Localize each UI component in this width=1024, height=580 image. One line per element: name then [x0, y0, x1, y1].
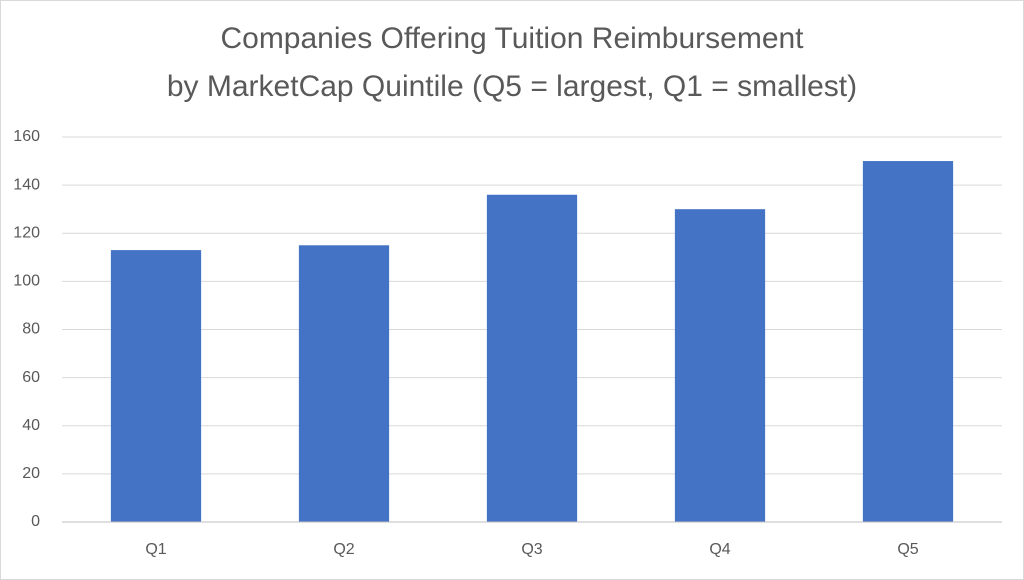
y-tick-label: 120 [13, 224, 40, 241]
x-tick-label: Q1 [145, 541, 166, 558]
y-tick-label: 80 [22, 321, 40, 338]
bar [674, 209, 766, 522]
x-tick-label: Q5 [897, 541, 918, 558]
x-tick-label: Q3 [521, 541, 542, 558]
x-tick-label: Q2 [333, 541, 354, 558]
y-tick-label: 0 [31, 513, 40, 530]
y-tick-label: 40 [22, 417, 40, 434]
bar [110, 250, 202, 522]
chart-title: Companies Offering Tuition Reimbursement [220, 22, 804, 55]
chart-title: by MarketCap Quintile (Q5 = largest, Q1 … [167, 70, 857, 103]
x-tick-label: Q4 [709, 541, 730, 558]
y-tick-label: 140 [13, 176, 40, 193]
y-tick-label: 20 [22, 465, 40, 482]
bar [298, 245, 390, 522]
bar [862, 161, 954, 522]
bar [486, 194, 578, 522]
y-tick-label: 60 [22, 369, 40, 386]
y-tick-label: 160 [13, 128, 40, 145]
y-tick-label: 100 [13, 273, 40, 290]
